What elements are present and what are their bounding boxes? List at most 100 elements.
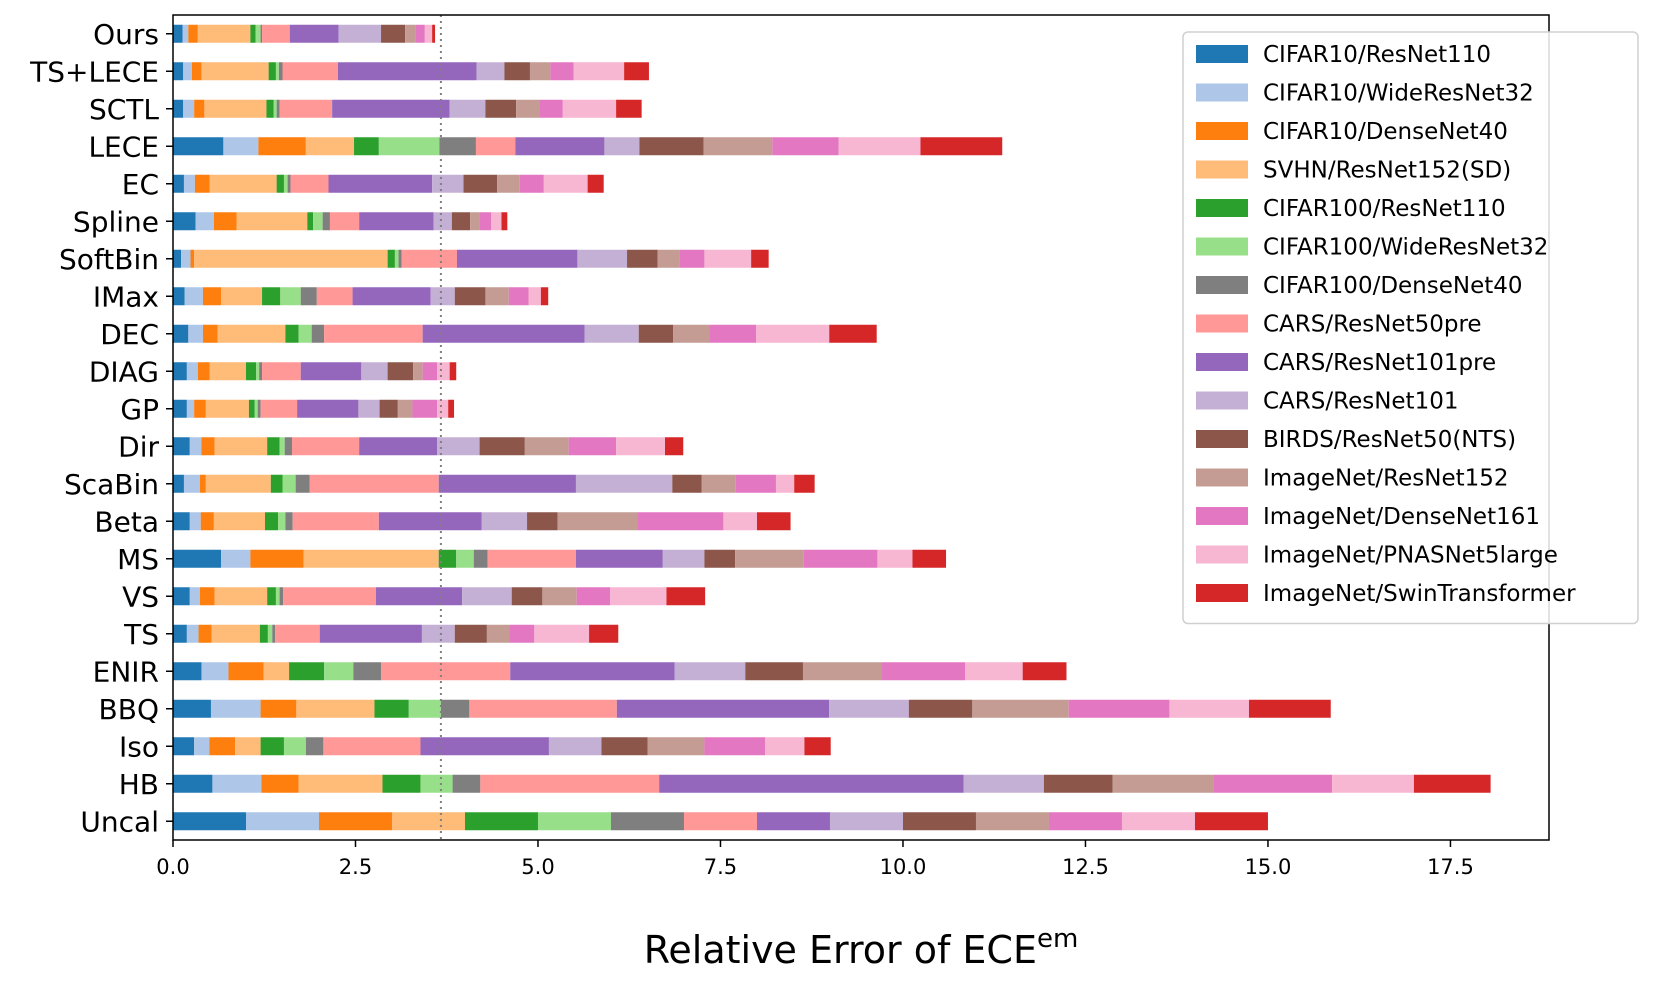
legend: CIFAR10/ResNet110 CIFAR10/WideResNet32 CIF… [1182, 31, 1639, 625]
bar-segment [908, 699, 973, 718]
bar-segment [210, 699, 261, 718]
legend-label: ImageNet/ResNet152 [1263, 466, 1509, 492]
bar-segment [589, 624, 619, 643]
bar-segment [197, 362, 210, 381]
bar-segment [266, 99, 274, 118]
bar-segment [433, 212, 452, 231]
bar-segment [838, 137, 921, 156]
bar-segment [529, 62, 551, 81]
legend-label: CARS/ResNet101 [1263, 389, 1458, 415]
bar-segment [359, 212, 434, 231]
bar-segment [501, 212, 508, 231]
bar-segment [601, 737, 648, 756]
bar-segment [184, 287, 203, 306]
bar-segment [236, 212, 308, 231]
x-tick-label: 5.0 [521, 855, 554, 879]
bar-segment [209, 362, 246, 381]
bar-segment [235, 737, 261, 756]
x-tick-label: 12.5 [1062, 855, 1109, 879]
bar-segment [305, 737, 324, 756]
bar-segment [701, 474, 736, 493]
bar-segment [190, 249, 195, 268]
bar-segment [211, 624, 260, 643]
bar-segment [316, 287, 353, 306]
y-tick-label: Ours [93, 18, 159, 51]
bar-segment [519, 174, 544, 193]
bar-segment [191, 62, 202, 81]
legend-label: CIFAR100/DenseNet40 [1263, 273, 1523, 299]
y-axis-ticks: Ours TS+LECE SCTL LECE EC Spline SoftBin IMax DE… [29, 18, 173, 838]
bar-segment [337, 62, 477, 81]
bar-segment [440, 699, 470, 718]
bar-segment [381, 662, 511, 681]
legend-box [1182, 31, 1639, 625]
bar-segment [449, 99, 486, 118]
bar-segment [173, 174, 184, 193]
bar-segment [511, 587, 543, 606]
bar-segment [452, 774, 481, 793]
bar-segment [278, 512, 286, 531]
bar-segment [328, 174, 433, 193]
bar-segment [485, 287, 509, 306]
bar-segment [397, 399, 413, 418]
bar-segment [604, 137, 640, 156]
bar-segment [217, 324, 286, 343]
legend-swatch [1196, 45, 1248, 63]
bars-group [173, 24, 1491, 831]
bar-segment [557, 512, 638, 531]
bar-segment [829, 812, 903, 831]
legend-label: CIFAR10/WideResNet32 [1263, 81, 1534, 107]
bar-segment [508, 287, 529, 306]
bar-segment [353, 662, 382, 681]
bar-segment [173, 99, 184, 118]
bar-segment [173, 737, 195, 756]
bar-segment [412, 399, 438, 418]
bar-segment [610, 587, 667, 606]
bar-segment [186, 362, 198, 381]
bar-segment [756, 512, 791, 531]
bar-segment [214, 587, 268, 606]
bar-segment [486, 624, 510, 643]
bar-segment [456, 249, 578, 268]
bar-segment [415, 24, 425, 43]
bar-segment [877, 549, 913, 568]
bar-segment [451, 212, 471, 231]
y-tick-label: VS [122, 580, 159, 613]
bar-segment [261, 774, 299, 793]
bar-segment [289, 24, 339, 43]
bar-segment [324, 662, 354, 681]
bar-segment [528, 287, 541, 306]
bar-segment [188, 324, 203, 343]
bar-segment [881, 662, 966, 681]
bar-segment [186, 624, 199, 643]
bar-segment [756, 324, 830, 343]
bar-segment [437, 437, 480, 456]
bar-segment [394, 249, 399, 268]
bar-segment [213, 512, 265, 531]
bar-segment [587, 174, 604, 193]
bar-segment [439, 137, 476, 156]
legend-label: SVHN/ResNet152(SD) [1263, 158, 1511, 184]
bar-segment [524, 437, 569, 456]
bar-segment [454, 287, 486, 306]
x-tick-label: 10.0 [880, 855, 927, 879]
bar-segment [311, 324, 325, 343]
bar-segment [382, 774, 421, 793]
bar-segment [173, 324, 189, 343]
bar-segment [432, 24, 436, 43]
bar-segment [449, 362, 457, 381]
bar-segment [183, 62, 192, 81]
bar-segment [201, 62, 269, 81]
bar-segment [250, 549, 304, 568]
bar-segment [704, 549, 736, 568]
bar-segment [267, 437, 280, 456]
legend-swatch [1196, 584, 1248, 602]
bar-segment [735, 549, 804, 568]
legend-label: CARS/ResNet101pre [1263, 350, 1496, 376]
bar-segment [283, 587, 376, 606]
bar-segment [194, 249, 388, 268]
bar-segment [256, 362, 260, 381]
bar-segment [1332, 774, 1414, 793]
bar-segment [260, 399, 298, 418]
bar-segment [250, 24, 256, 43]
